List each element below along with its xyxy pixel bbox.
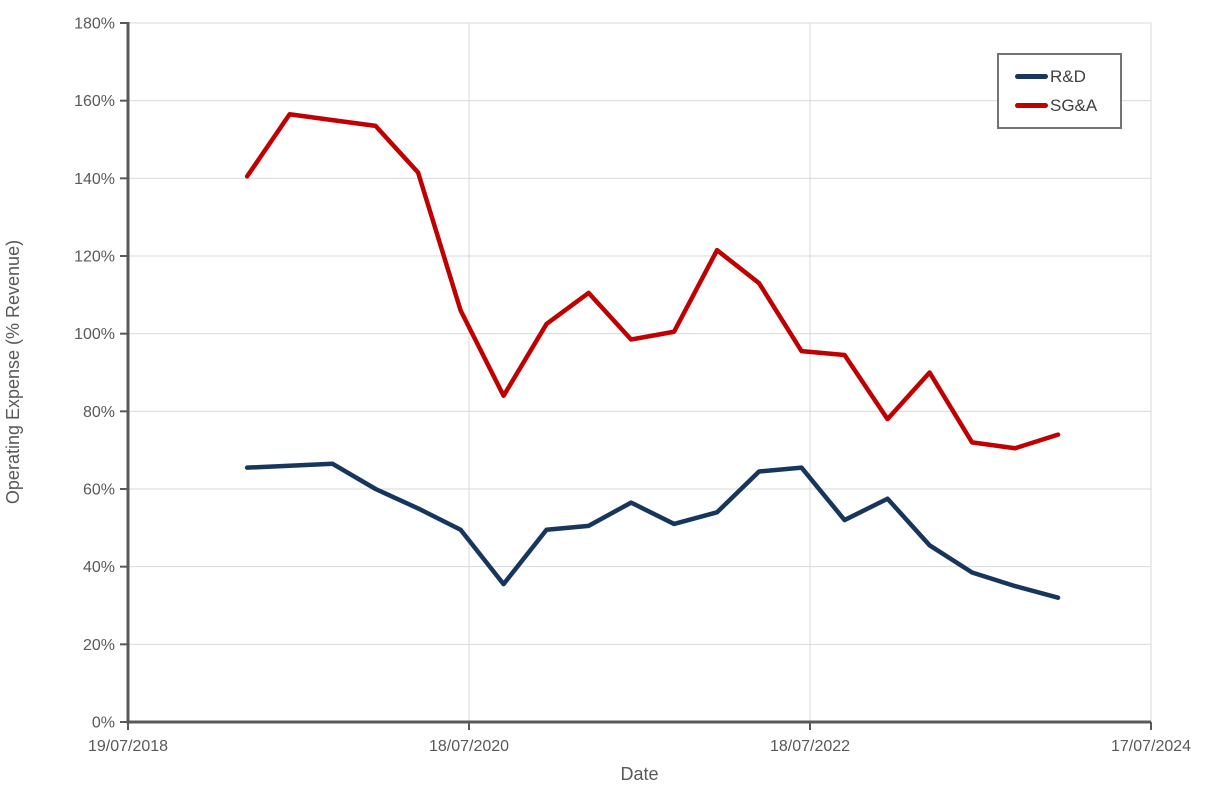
y-tick-label: 160% (74, 93, 115, 110)
legend-label-rd: R&D (1050, 66, 1086, 86)
y-tick-label: 120% (74, 249, 115, 266)
y-tick-label: 20% (83, 637, 115, 654)
series-line-rd (244, 461, 1061, 600)
y-tick-label: 40% (83, 559, 115, 576)
legend: R&D SG&A (997, 53, 1122, 129)
x-tick-label: 18/07/2022 (770, 738, 850, 755)
legend-swatch-rd (1015, 74, 1048, 79)
y-tick-label: 60% (83, 482, 115, 499)
x-tick-label: 17/07/2024 (1111, 738, 1191, 755)
y-tick-label: 100% (74, 326, 115, 343)
y-tick-label: 0% (92, 715, 115, 732)
y-tick-label: 80% (83, 404, 115, 421)
legend-item-rd: R&D (1015, 67, 1120, 87)
x-tick-label: 18/07/2020 (429, 738, 509, 755)
x-tick-label: 19/07/2018 (88, 738, 168, 755)
legend-label-sga: SG&A (1050, 95, 1098, 115)
y-axis-title: Operating Expense (% Revenue) (3, 239, 23, 505)
y-tick-label: 180% (74, 16, 115, 33)
series-line-sga (244, 112, 1061, 451)
legend-item-sga: SG&A (1015, 96, 1120, 116)
y-tick-label: 140% (74, 171, 115, 188)
x-axis-title: Date (620, 764, 659, 784)
legend-swatch-sga (1015, 103, 1048, 108)
